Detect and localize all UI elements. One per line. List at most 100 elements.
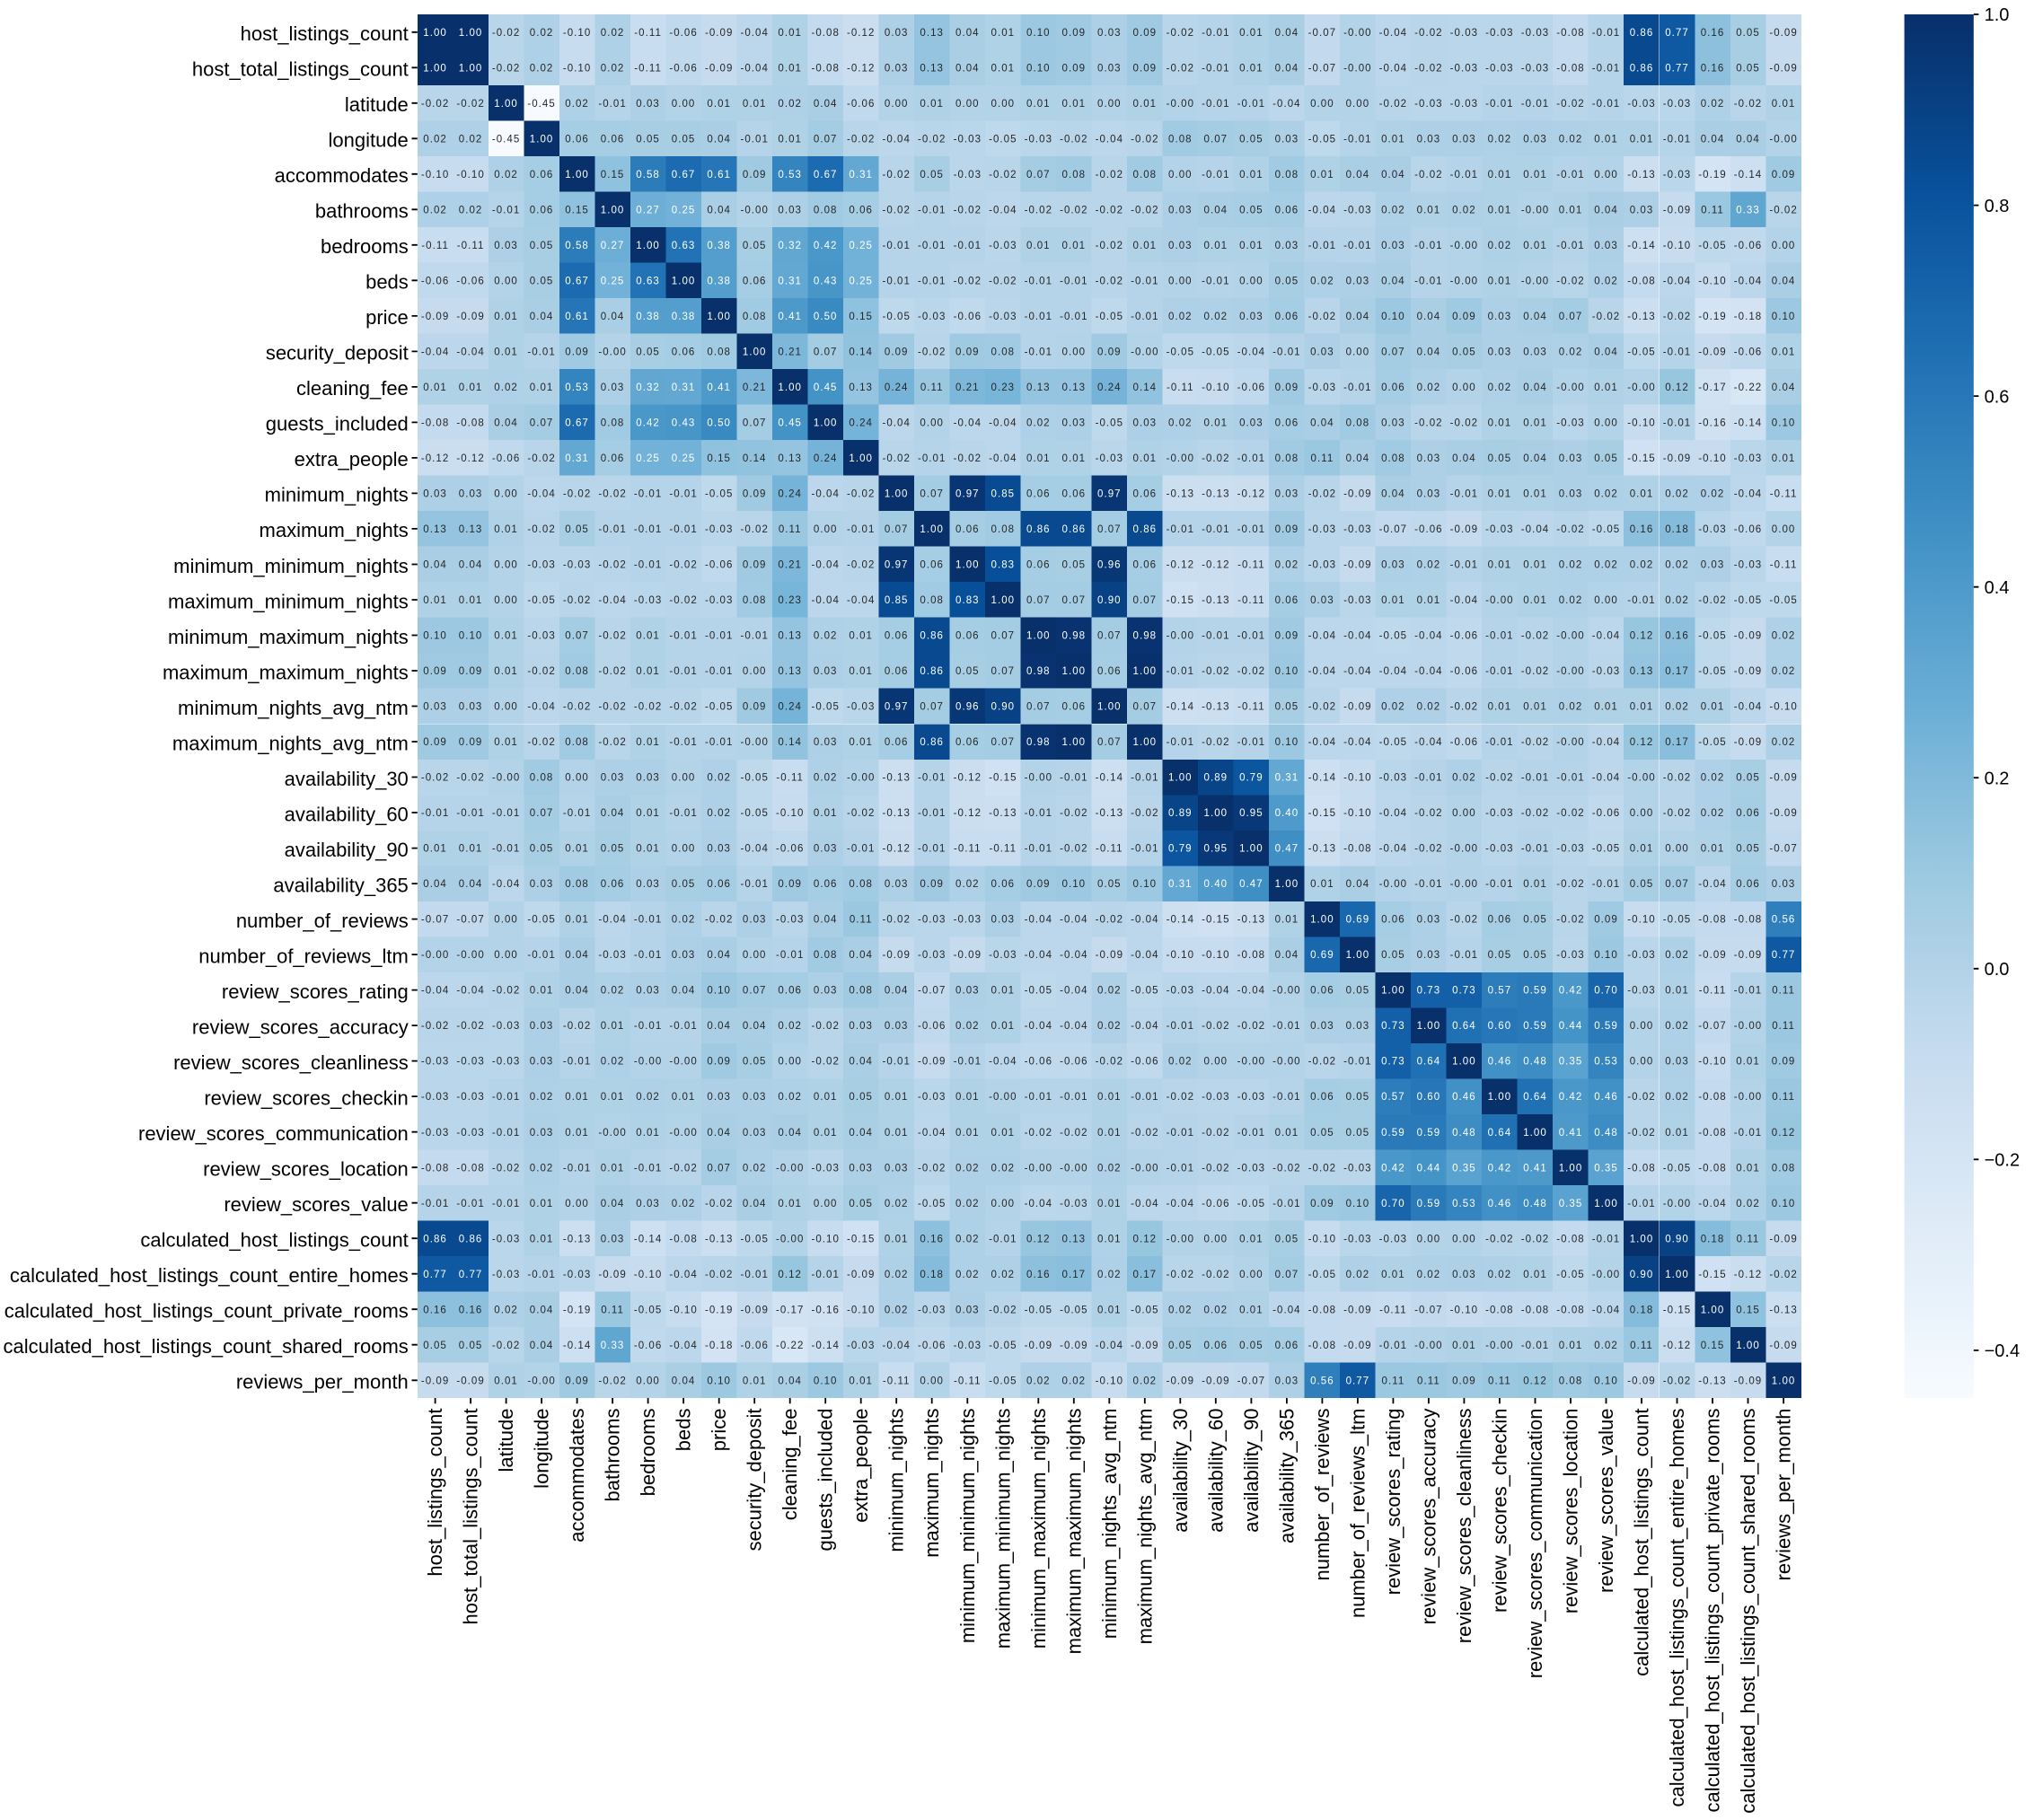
- svg-text:-0.04: -0.04: [1414, 631, 1442, 642]
- svg-text:-0.05: -0.05: [705, 489, 733, 500]
- svg-text:0.02: 0.02: [1488, 1270, 1512, 1280]
- svg-text:host_listings_count: host_listings_count: [424, 1409, 446, 1577]
- svg-text:0.07: 0.07: [1133, 595, 1158, 606]
- svg-text:-0.01: -0.01: [1237, 737, 1265, 748]
- svg-text:0.08: 0.08: [1062, 170, 1087, 180]
- svg-text:-0.09: -0.09: [1769, 28, 1797, 39]
- svg-text:-0.04: -0.04: [1167, 1199, 1194, 1209]
- svg-text:-0.01: -0.01: [811, 1270, 839, 1280]
- svg-text:0.03: 0.03: [1594, 241, 1618, 251]
- svg-text:0.42: 0.42: [1488, 1163, 1512, 1174]
- svg-text:0.01: 0.01: [1275, 915, 1299, 926]
- svg-text:-0.02: -0.02: [563, 1021, 591, 1032]
- svg-text:-0.12: -0.12: [954, 808, 982, 819]
- svg-text:0.04: 0.04: [423, 879, 447, 890]
- svg-text:1.00: 1.00: [814, 418, 838, 429]
- svg-text:-0.01: -0.01: [1414, 879, 1442, 890]
- svg-text:0.03: 0.03: [459, 489, 483, 500]
- svg-text:0.05: 0.05: [849, 1092, 873, 1103]
- svg-text:-0.08: -0.08: [1627, 276, 1655, 286]
- svg-text:0.00: 0.00: [494, 489, 518, 500]
- svg-text:0.25: 0.25: [849, 241, 873, 251]
- svg-text:-0.02: -0.02: [1096, 276, 1123, 286]
- svg-text:0.05: 0.05: [1488, 950, 1512, 961]
- svg-text:-0.12: -0.12: [1734, 1270, 1762, 1280]
- svg-text:0.31: 0.31: [1275, 773, 1299, 784]
- svg-text:security_deposit: security_deposit: [266, 342, 409, 365]
- svg-text:-0.01: -0.01: [1131, 773, 1158, 784]
- svg-text:0.04: 0.04: [459, 560, 483, 571]
- svg-text:-0.01: -0.01: [918, 241, 946, 251]
- svg-text:0.04: 0.04: [814, 915, 838, 926]
- svg-text:0.10: 0.10: [1772, 418, 1796, 429]
- svg-text:-0.12: -0.12: [421, 453, 449, 464]
- svg-text:0.47: 0.47: [1239, 879, 1264, 890]
- svg-text:0.01: 0.01: [565, 844, 589, 855]
- svg-text:0.77: 0.77: [423, 1270, 447, 1280]
- svg-text:0.08: 0.08: [1275, 453, 1299, 464]
- svg-text:-0.02: -0.02: [1202, 453, 1229, 464]
- svg-text:-0.45: -0.45: [527, 99, 555, 110]
- svg-text:0.04: 0.04: [1523, 453, 1547, 464]
- svg-text:-0.02: -0.02: [1556, 99, 1584, 110]
- svg-text:1.00: 1.00: [1488, 1092, 1512, 1103]
- svg-text:0.11: 0.11: [1737, 1234, 1760, 1244]
- svg-text:-0.04: -0.04: [1237, 347, 1265, 358]
- svg-text:1.00: 1.00: [565, 170, 589, 180]
- svg-text:host_total_listings_count: host_total_listings_count: [460, 1409, 482, 1625]
- svg-text:0.25: 0.25: [849, 276, 873, 286]
- svg-text:-0.00: -0.00: [669, 1128, 697, 1139]
- svg-text:-0.01: -0.01: [847, 844, 875, 855]
- svg-text:-0.03: -0.03: [421, 1057, 449, 1068]
- svg-text:0.18: 0.18: [1630, 1305, 1654, 1315]
- svg-text:0.04: 0.04: [601, 312, 625, 322]
- svg-text:0.05: 0.05: [1275, 276, 1299, 286]
- svg-text:-0.02: -0.02: [1663, 1376, 1691, 1386]
- svg-text:-0.09: -0.09: [882, 950, 910, 961]
- svg-text:-0.01: -0.01: [634, 524, 662, 535]
- svg-text:-0.05: -0.05: [1698, 666, 1726, 677]
- svg-text:0.01: 0.01: [1523, 241, 1547, 251]
- svg-text:-0.05: -0.05: [989, 134, 1017, 145]
- svg-text:0.03: 0.03: [1488, 312, 1512, 322]
- svg-text:-0.02: -0.02: [1202, 666, 1229, 677]
- svg-text:-0.02: -0.02: [1060, 844, 1087, 855]
- svg-text:0.10: 0.10: [1594, 1376, 1618, 1386]
- svg-text:0.95: 0.95: [1239, 808, 1264, 819]
- svg-text:-0.02: -0.02: [1308, 1057, 1336, 1068]
- svg-text:-0.01: -0.01: [1237, 524, 1265, 535]
- svg-text:0.05: 0.05: [1275, 1234, 1299, 1244]
- svg-text:-0.02: -0.02: [1237, 666, 1265, 677]
- svg-text:0.08: 0.08: [991, 347, 1016, 358]
- svg-text:0.01: 0.01: [849, 1376, 873, 1386]
- svg-text:0.06: 0.06: [885, 631, 909, 642]
- svg-text:0.03: 0.03: [1310, 1021, 1334, 1032]
- svg-text:0.12: 0.12: [1772, 1128, 1796, 1139]
- svg-text:0.01: 0.01: [1488, 489, 1512, 500]
- svg-text:-0.02: -0.02: [954, 453, 982, 464]
- svg-text:-0.02: -0.02: [989, 1305, 1017, 1315]
- svg-text:-0.01: -0.01: [669, 631, 697, 642]
- svg-text:1.00: 1.00: [1452, 1057, 1476, 1068]
- svg-text:0.02: 0.02: [1204, 312, 1228, 322]
- svg-text:0.01: 0.01: [636, 808, 660, 819]
- svg-text:0.59: 0.59: [1417, 1128, 1441, 1139]
- svg-text:0.03: 0.03: [1417, 453, 1441, 464]
- svg-text:-0.17: -0.17: [1698, 382, 1726, 393]
- svg-text:1.00: 1.00: [423, 28, 447, 39]
- svg-text:0.03: 0.03: [885, 28, 909, 39]
- svg-text:0.10: 0.10: [1381, 312, 1405, 322]
- svg-text:-0.02: -0.02: [1025, 205, 1052, 215]
- svg-text:-0.10: -0.10: [1627, 915, 1655, 926]
- svg-text:-0.03: -0.03: [1450, 28, 1478, 39]
- svg-text:-0.07: -0.07: [918, 986, 946, 997]
- svg-text:0.05: 0.05: [1239, 134, 1264, 145]
- svg-text:0.01: 0.01: [423, 844, 447, 855]
- svg-text:0.01: 0.01: [1097, 1199, 1122, 1209]
- svg-text:-0.02: -0.02: [1521, 808, 1549, 819]
- svg-text:-0.03: -0.03: [598, 950, 626, 961]
- svg-text:0.42: 0.42: [1381, 1163, 1405, 1174]
- svg-text:-0.04: -0.04: [882, 134, 910, 145]
- svg-text:0.02: 0.02: [1701, 773, 1725, 784]
- svg-text:-0.04: -0.04: [1308, 205, 1336, 215]
